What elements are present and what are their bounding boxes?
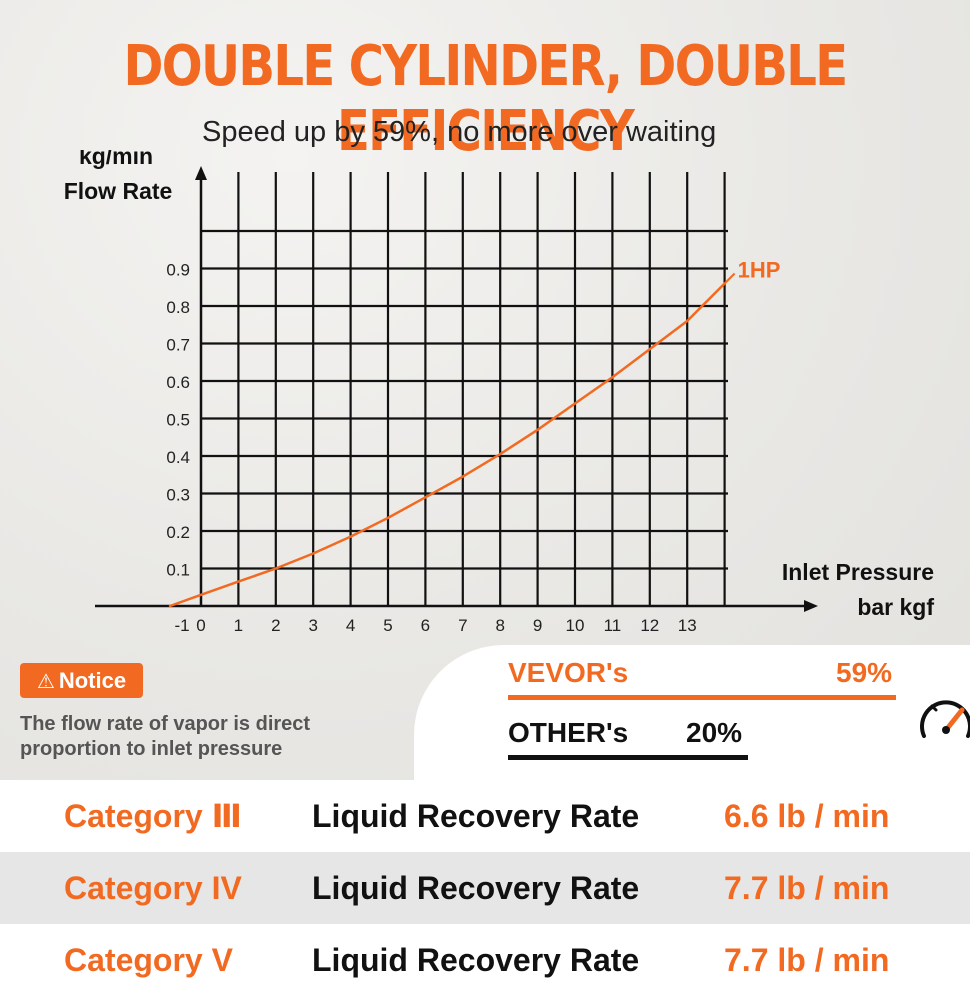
other-value: 20%: [686, 717, 743, 748]
y-tick-label: 0.3: [166, 486, 190, 505]
x-tick-label: 8: [495, 616, 504, 635]
flow-rate-chart: 0.10.20.30.40.50.60.70.80.9 -1 0 1 2 3 4 5 6 7 8 9…: [64, 150, 935, 635]
x-tick-label: 3: [308, 616, 317, 635]
x-axis-arrow: [804, 600, 818, 612]
chart-grid: [201, 172, 728, 606]
vevor-label: VEVOR's: [508, 657, 629, 688]
rate-row: Category V Liquid Recovery Rate 7.7 lb /…: [0, 924, 970, 996]
x-tick-label: 4: [346, 616, 355, 635]
vevor-bar: [508, 695, 896, 700]
series-label-1hp: 1HP: [738, 258, 781, 283]
y-axis-arrow: [195, 166, 207, 180]
notice-label: Notice: [58, 668, 127, 693]
rate-metric: Liquid Recovery Rate: [312, 870, 640, 906]
rate-value: 6.6 lb / min: [724, 798, 890, 834]
x-tick-label: 11: [604, 616, 622, 635]
y-tick-label: 0.8: [166, 298, 190, 317]
rate-metric: Liquid Recovery Rate: [312, 798, 640, 834]
rate-metric: Liquid Recovery Rate: [312, 942, 640, 978]
x-tick-label: 6: [421, 616, 430, 635]
y-tick-label: 0.9: [166, 261, 190, 280]
other-label: OTHER's: [508, 717, 629, 748]
x-tick-label: 10: [566, 616, 585, 635]
other-bar: [508, 755, 748, 760]
chart-axes: [95, 166, 818, 612]
y-tick-label: 0.5: [166, 411, 190, 430]
rate-value: 7.7 lb / min: [724, 870, 890, 906]
notice-text: The flow rate of vapor is direct proport…: [20, 713, 311, 760]
warning-triangle-icon: ⚠: [36, 671, 55, 693]
rate-row: Category Ⅲ Liquid Recovery Rate 6.6 lb /…: [0, 780, 970, 852]
x-tick-label: 0: [196, 616, 205, 635]
x-tick-label: 12: [640, 616, 659, 635]
x-tick-label: 13: [678, 616, 697, 635]
notice-badge: ⚠ Notice: [20, 663, 143, 698]
x-tick-label: -1: [174, 616, 189, 635]
x-tick-label: 5: [383, 616, 392, 635]
rate-row: Category IV Liquid Recovery Rate 7.7 lb …: [0, 852, 970, 924]
y-axis-label: Flow Rate: [64, 178, 173, 204]
x-tick-label: 9: [533, 616, 542, 635]
y-tick-label: 0.7: [166, 336, 190, 355]
y-tick-labels: 0.1 0.2 0.3 0.4 0.5 0.6 0.7 0.8 0.9: [166, 261, 190, 580]
rate-category: Category Ⅲ: [64, 798, 242, 834]
rate-value: 7.7 lb / min: [724, 942, 890, 978]
chart-series: 1HP: [168, 258, 781, 608]
x-tick-labels: -1 0 1 2 3 4 5 6 7 8 9 10 11 12 13: [174, 616, 696, 635]
x-tick-label: 7: [458, 616, 467, 635]
y-tick-label: 0.6: [166, 373, 190, 392]
speedometer-icon: [920, 700, 970, 738]
y-axis-label-unit: kg/min: [79, 150, 153, 169]
series-line-1hp: [168, 282, 726, 608]
y-tick-label: 0.1: [166, 561, 190, 580]
vevor-value: 59%: [836, 657, 893, 688]
y-tick-label: 0.2: [166, 523, 190, 542]
x-axis-label-unit: bar kgf: [857, 594, 934, 620]
x-axis-label: Inlet Pressure: [782, 559, 934, 585]
chart-subtitle: Speed up by 59%, no more over waiting: [202, 116, 717, 148]
rate-category: Category IV: [64, 870, 242, 906]
rate-category: Category V: [64, 942, 233, 978]
x-tick-label: 2: [271, 616, 280, 635]
series-label-leader: [723, 272, 736, 285]
x-tick-label: 1: [234, 616, 243, 635]
y-tick-label: 0.4: [166, 448, 190, 467]
headline: DOUBLE CYLINDER, DOUBLE EFFICIENCY: [123, 34, 849, 164]
